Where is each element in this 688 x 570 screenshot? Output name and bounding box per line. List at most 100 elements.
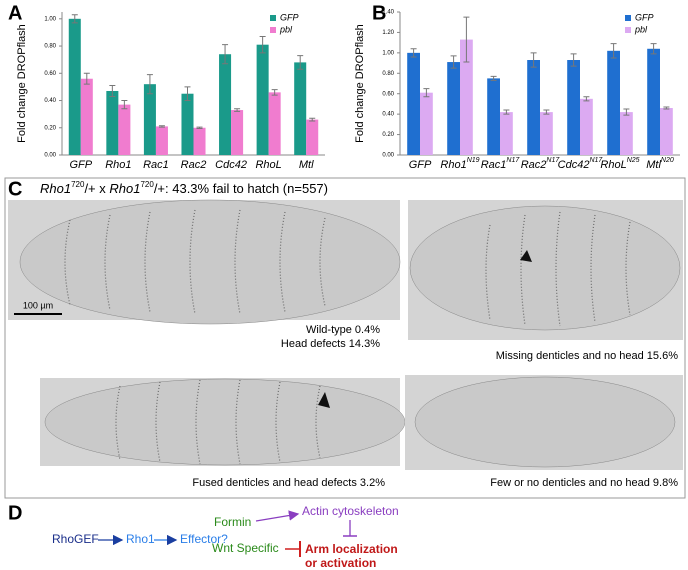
embryo-image: [408, 200, 683, 340]
bar: [567, 60, 580, 155]
legend-label: pbl: [634, 24, 648, 34]
y-tick-label: 0.80: [44, 44, 56, 50]
y-axis-label: Fold change DROPflash: [354, 24, 366, 143]
x-tick-label: Cdc42N17: [558, 157, 604, 171]
bar: [294, 62, 307, 156]
category-name: Cdc42: [558, 159, 590, 171]
x-tick-label: GFP: [69, 159, 92, 171]
bar: [181, 93, 194, 155]
panel-label: B: [372, 2, 386, 24]
y-tick-label: 0.20: [382, 132, 394, 138]
caption: Head defects 14.3%: [281, 338, 380, 350]
error-bar: [234, 108, 241, 112]
panel-label: D: [8, 502, 22, 524]
y-tick-label: 0.40: [44, 98, 56, 104]
bar: [527, 60, 540, 155]
y-tick-label: 0.60: [382, 91, 394, 97]
scale-bar-label: 100 µm: [23, 300, 53, 310]
chart: Fold change DROPflash 0.00 0.20 0.40 0.60 0.8…: [354, 10, 680, 171]
node: Actin cytoskeleton: [302, 504, 399, 518]
bar: [256, 44, 269, 155]
panel-title: Rho1720/+ x Rho1720/+: 43.3% fail to hat…: [40, 180, 328, 196]
error-bar: [410, 48, 417, 58]
panel-frame: [4, 177, 686, 499]
category-name: RhoL: [255, 159, 281, 171]
x-tick-label: RhoLN25: [600, 157, 639, 171]
x-tick-label: Rac2: [181, 159, 207, 171]
category-name: Rho1: [105, 159, 131, 171]
category-name: Rac2: [181, 159, 207, 171]
bar: [620, 112, 633, 155]
caption: Missing denticles and no head 15.6%: [496, 350, 678, 362]
node: RhoGEF: [52, 532, 99, 546]
bar: [155, 126, 168, 155]
category-name: GFP: [409, 159, 432, 171]
node: Rho1: [126, 532, 155, 546]
error-bar: [309, 117, 316, 122]
category-name: Cdc42: [215, 159, 247, 171]
y-tick-label: 0.20: [44, 125, 56, 131]
bar: [219, 54, 232, 155]
category-name: GFP: [69, 159, 92, 171]
bar: [607, 50, 620, 155]
legend-swatch: [270, 15, 276, 21]
error-bar: [109, 85, 116, 97]
legend-label: GFP: [635, 12, 654, 22]
y-tick-label: 1.40: [382, 10, 394, 16]
error-bar: [490, 75, 497, 81]
error-bar: [184, 86, 191, 102]
bar: [447, 62, 460, 155]
y-tick-label: 1.20: [382, 30, 394, 36]
legend-swatch: [270, 27, 276, 33]
node: or activation: [305, 556, 376, 570]
panel-label: C: [8, 178, 22, 200]
error-bar: [543, 109, 550, 115]
bar: [80, 78, 93, 155]
x-tick-label: RhoL: [255, 159, 281, 171]
charts: Fold change DROPflash 0.00 0.20 0.40 0.60 0.8…: [16, 10, 680, 171]
y-tick-label: 0.40: [382, 112, 394, 118]
y-tick-label: 0.60: [44, 71, 56, 77]
x-tick-label: Rac1N17: [481, 157, 521, 171]
bar: [306, 119, 319, 155]
y-tick-label: 0.00: [44, 153, 56, 159]
bar: [143, 84, 156, 155]
category-name: Rac1: [481, 159, 507, 171]
bar: [193, 127, 206, 155]
node: Wnt Specific: [212, 541, 279, 555]
bar: [420, 92, 433, 155]
category-superscript: N17: [506, 157, 520, 164]
error-bar: [196, 126, 203, 129]
legend-swatch: [625, 27, 631, 33]
node: Arm localization: [305, 542, 398, 556]
error-bar: [271, 89, 278, 96]
y-tick-label: 1.00: [382, 50, 394, 56]
bar: [118, 104, 131, 155]
bar: [231, 110, 244, 155]
y-tick-label: 0.80: [382, 71, 394, 77]
legend-label: GFP: [280, 12, 299, 22]
error-bar: [146, 74, 153, 95]
category-name: Rac1: [143, 159, 169, 171]
legend-swatch: [625, 15, 631, 21]
error-bar: [297, 55, 304, 70]
category-name: Mtl: [646, 159, 661, 171]
error-bar: [158, 125, 165, 128]
category-superscript: N25: [627, 157, 640, 164]
error-bar: [650, 43, 657, 55]
chart: Fold change DROPflash 0.00 0.20 0.40 0.60 0.8…: [16, 12, 325, 171]
error-bar: [610, 43, 617, 59]
error-bar: [663, 106, 670, 110]
caption: Fused denticles and head defects 3.2%: [192, 477, 385, 489]
pathway-diagram: RhoGEF Rho1 Effector? Formin Actin cytos…: [52, 504, 399, 570]
x-tick-label: Rac2N17: [521, 157, 561, 171]
error-bar: [121, 100, 128, 110]
x-tick-label: GFP: [409, 159, 432, 171]
node: Formin: [214, 515, 251, 529]
error-bar: [423, 88, 430, 98]
category-name: RhoL: [600, 159, 626, 171]
category-superscript: N19: [467, 157, 480, 164]
embryo-image: 100 µm: [8, 199, 401, 325]
error-bar: [570, 53, 577, 67]
